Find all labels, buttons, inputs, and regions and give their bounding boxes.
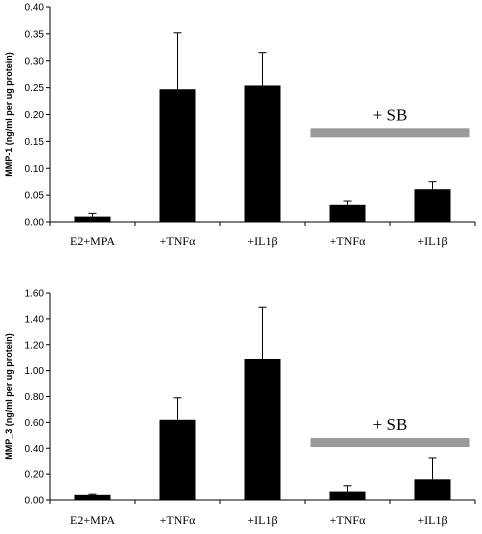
y-tick-label: 0.60: [25, 418, 45, 429]
bar: [244, 85, 281, 222]
y-tick-label: 1.00: [25, 366, 45, 377]
y-tick-label: 0.15: [25, 137, 45, 148]
y-tick-label: 0.40: [25, 3, 45, 14]
annotation-bar: [310, 128, 470, 138]
y-tick-label: 1.60: [25, 289, 45, 300]
y-tick-label: 0.35: [25, 29, 45, 40]
bar: [74, 216, 111, 222]
y-tick-label: 0.20: [25, 470, 45, 481]
y-tick-label: 0.05: [25, 191, 45, 202]
category-label: +TNFα: [160, 513, 196, 527]
category-label: +IL1β: [247, 234, 277, 248]
bar: [329, 491, 366, 500]
chart-panel-1: 0.00 0.05 0.10 0.15 0.20 0.25 0.30 0.35 0.40 E2+M…: [4, 3, 476, 248]
y-tick-label: 0.80: [25, 392, 45, 403]
bar: [159, 419, 196, 500]
y-tick-label: 1.40: [25, 314, 45, 325]
category-label: +IL1β: [247, 513, 277, 527]
annotation-label: + SB: [373, 105, 408, 124]
y-tick-label: 0.10: [25, 164, 45, 175]
y-axis-label: MMP-1 (ng/ml per ug protein): [4, 52, 14, 177]
y-tick-label: 0.40: [25, 444, 45, 455]
annotation-bar: [310, 438, 470, 448]
y-axis-label: MMP_3 (ng/ml per ug protein): [4, 333, 14, 460]
y-tick-label: 1.20: [25, 340, 45, 351]
category-label: E2+MPA: [70, 513, 115, 527]
category-label: +IL1β: [417, 513, 447, 527]
bar: [414, 189, 451, 222]
category-label: +IL1β: [417, 234, 447, 248]
y-tick-label: 0.20: [25, 110, 45, 121]
bar: [74, 494, 111, 500]
y-tick-label: 0.00: [25, 496, 45, 507]
annotation-label: + SB: [373, 415, 408, 434]
y-tick-label: 0.00: [25, 218, 45, 229]
y-tick-label: 0.25: [25, 83, 45, 94]
bar: [414, 479, 451, 500]
bar: [329, 204, 366, 222]
chart-panel-2: 0.00 0.20 0.40 0.60 0.80 1.00 1.20 1.40 1.60 E2+M…: [4, 289, 476, 527]
bar: [159, 89, 196, 222]
y-tick-label: 0.30: [25, 56, 45, 67]
category-label: +TNFα: [330, 513, 366, 527]
bar: [244, 358, 281, 500]
category-label: +TNFα: [330, 234, 366, 248]
category-label: E2+MPA: [70, 234, 115, 248]
category-label: +TNFα: [160, 234, 196, 248]
